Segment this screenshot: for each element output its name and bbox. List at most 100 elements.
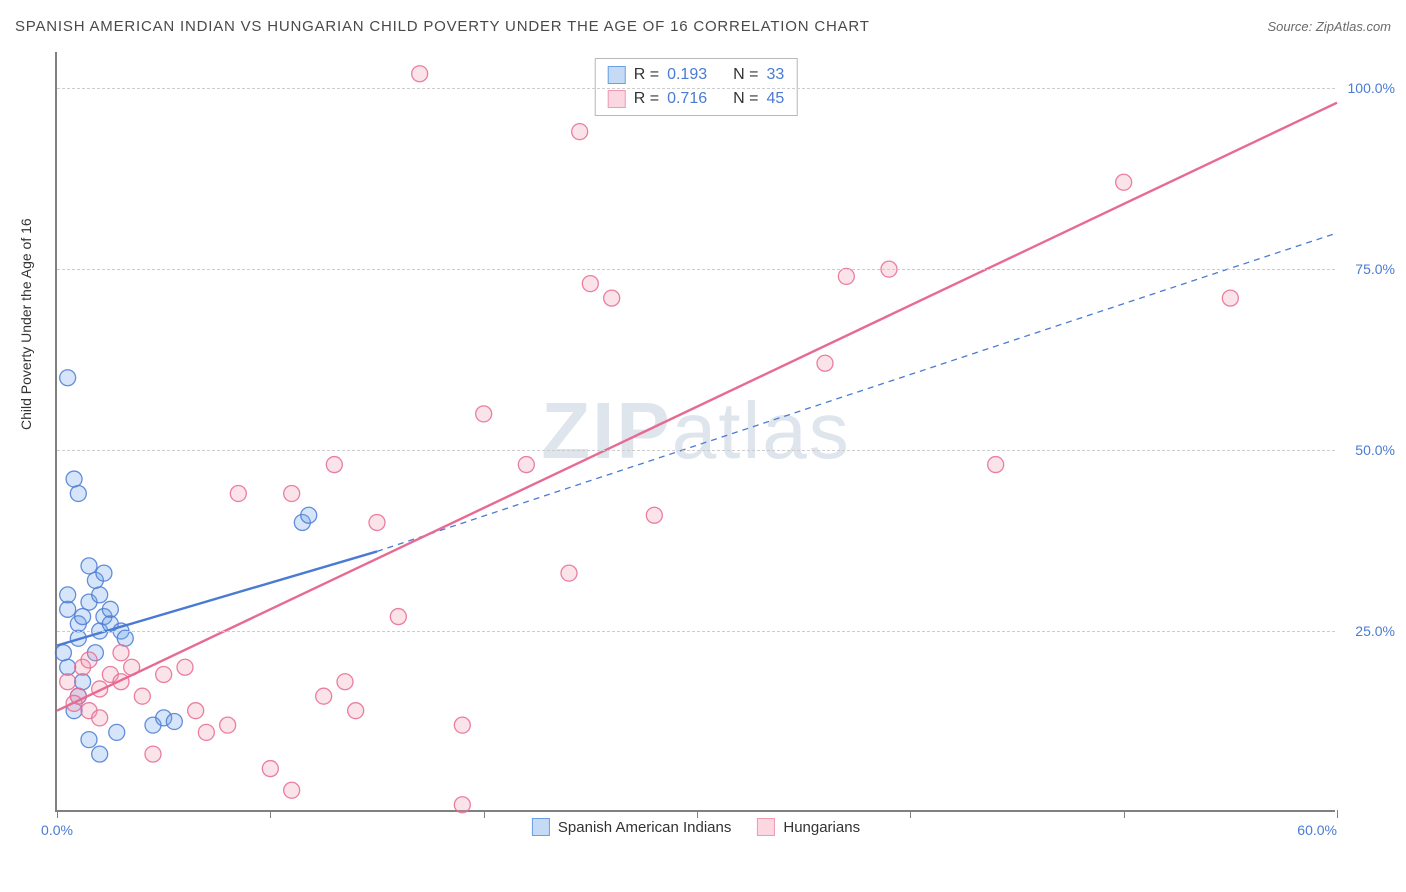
data-point <box>60 601 76 617</box>
chart-title: SPANISH AMERICAN INDIAN VS HUNGARIAN CHI… <box>15 18 870 35</box>
data-point <box>75 674 91 690</box>
data-point <box>476 406 492 422</box>
data-point <box>81 652 97 668</box>
data-point <box>92 710 108 726</box>
legend-n-value: 33 <box>766 63 784 87</box>
plot-area: ZIPatlas R =0.193N =33R =0.716N =45 Span… <box>55 52 1335 812</box>
data-point <box>92 587 108 603</box>
data-point <box>369 514 385 530</box>
data-point <box>55 645 71 661</box>
legend-stats-row: R = 0.193 N = 33 <box>608 63 785 87</box>
source-attribution: Source: ZipAtlas.com <box>1267 19 1391 34</box>
legend-r-label: R = <box>634 87 659 111</box>
data-point <box>60 659 76 675</box>
x-tick <box>1124 810 1125 818</box>
legend-r-label: R = <box>634 63 659 87</box>
legend-swatch <box>532 818 550 836</box>
data-point <box>337 674 353 690</box>
data-point <box>96 565 112 581</box>
legend-swatch <box>757 818 775 836</box>
data-point <box>646 507 662 523</box>
data-point <box>817 355 833 371</box>
y-axis-label: Child Poverty Under the Age of 16 <box>18 218 34 430</box>
data-point <box>838 268 854 284</box>
legend-stats: R = 0.193 N = 33 R = 0.716 N = 45 <box>595 58 798 116</box>
x-tick <box>270 810 271 818</box>
x-tick <box>57 810 58 818</box>
data-point <box>454 797 470 813</box>
data-point <box>316 688 332 704</box>
legend-r-value: 0.193 <box>667 63 707 87</box>
legend-n-label: N = <box>733 87 758 111</box>
data-point <box>454 717 470 733</box>
grid-line <box>57 450 1335 451</box>
legend-r-value: 0.716 <box>667 87 707 111</box>
title-bar: SPANISH AMERICAN INDIAN VS HUNGARIAN CHI… <box>15 18 1391 35</box>
legend-n-label: N = <box>733 63 758 87</box>
legend-n-value: 45 <box>766 87 784 111</box>
data-point <box>572 124 588 140</box>
data-point <box>60 587 76 603</box>
x-tick <box>910 810 911 818</box>
legend-series: Spanish American Indians Hungarians <box>532 818 860 836</box>
data-point <box>177 659 193 675</box>
data-point <box>561 565 577 581</box>
data-point <box>284 782 300 798</box>
trend-line-dashed <box>377 233 1337 551</box>
y-tick-label: 100.0% <box>1340 80 1395 96</box>
data-point <box>412 66 428 82</box>
data-point <box>390 609 406 625</box>
grid-line <box>57 269 1335 270</box>
legend-swatch <box>608 90 626 108</box>
data-point <box>326 457 342 473</box>
data-point <box>988 457 1004 473</box>
data-point <box>188 703 204 719</box>
data-point <box>145 746 161 762</box>
legend-stats-row: R = 0.716 N = 45 <box>608 87 785 111</box>
data-point <box>109 724 125 740</box>
data-point <box>81 558 97 574</box>
data-point <box>92 746 108 762</box>
legend-series-label: Spanish American Indians <box>558 819 731 836</box>
chart-svg <box>57 52 1335 810</box>
data-point <box>604 290 620 306</box>
data-point <box>60 674 76 690</box>
data-point <box>348 703 364 719</box>
y-tick-label: 75.0% <box>1340 261 1395 277</box>
data-point <box>102 601 118 617</box>
x-tick-label: 60.0% <box>1297 822 1337 838</box>
legend-series-label: Hungarians <box>783 819 860 836</box>
data-point <box>301 507 317 523</box>
legend-swatch <box>608 66 626 84</box>
x-tick-label: 0.0% <box>41 822 73 838</box>
y-tick-label: 50.0% <box>1340 442 1395 458</box>
x-tick <box>1337 810 1338 818</box>
data-point <box>134 688 150 704</box>
data-point <box>198 724 214 740</box>
y-tick-label: 25.0% <box>1340 623 1395 639</box>
data-point <box>60 370 76 386</box>
data-point <box>518 457 534 473</box>
data-point <box>230 486 246 502</box>
data-point <box>284 486 300 502</box>
legend-series-item: Spanish American Indians <box>532 818 731 836</box>
data-point <box>75 609 91 625</box>
data-point <box>117 630 133 646</box>
x-tick <box>484 810 485 818</box>
grid-line <box>57 631 1335 632</box>
data-point <box>113 645 129 661</box>
data-point <box>1222 290 1238 306</box>
data-point <box>1116 174 1132 190</box>
data-point <box>81 732 97 748</box>
grid-line <box>57 88 1335 89</box>
data-point <box>166 714 182 730</box>
x-tick <box>697 810 698 818</box>
data-point <box>70 486 86 502</box>
data-point <box>156 666 172 682</box>
data-point <box>582 276 598 292</box>
trend-line <box>57 103 1337 711</box>
data-point <box>66 471 82 487</box>
legend-series-item: Hungarians <box>757 818 860 836</box>
data-point <box>262 761 278 777</box>
data-point <box>220 717 236 733</box>
